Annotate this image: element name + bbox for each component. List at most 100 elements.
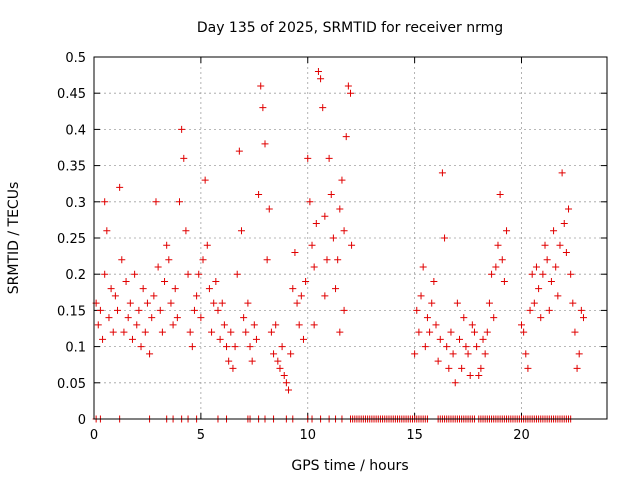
data-point — [107, 285, 115, 293]
data-point — [483, 328, 491, 336]
data-point — [340, 306, 348, 314]
data-point — [421, 343, 429, 351]
data-point — [547, 277, 555, 285]
data-point — [451, 379, 459, 387]
data-point — [319, 104, 327, 112]
data-point — [445, 364, 453, 372]
data-point — [496, 191, 504, 199]
y-tick-label: 0.2 — [65, 268, 86, 283]
data-point — [274, 357, 282, 365]
data-point — [334, 256, 342, 264]
data-point — [473, 343, 481, 351]
data-point — [464, 350, 472, 358]
data-point — [169, 321, 177, 329]
data-point — [449, 350, 457, 358]
data-point — [163, 241, 171, 249]
data-point — [171, 285, 179, 293]
data-point — [139, 285, 147, 293]
data-point — [310, 321, 318, 329]
data-point — [522, 350, 530, 358]
data-point — [184, 270, 192, 278]
data-point — [295, 321, 303, 329]
data-point — [244, 299, 252, 307]
data-point — [456, 335, 464, 343]
data-point — [242, 328, 250, 336]
x-tick-label: 20 — [513, 428, 530, 443]
data-point — [579, 314, 587, 322]
data-point — [195, 270, 203, 278]
data-point — [417, 292, 425, 300]
data-point — [520, 328, 528, 336]
data-point — [428, 299, 436, 307]
data-point — [105, 314, 113, 322]
data-point — [419, 263, 427, 271]
data-point — [188, 343, 196, 351]
data-point — [229, 364, 237, 372]
data-point — [161, 277, 169, 285]
plot-frame — [93, 56, 608, 420]
y-axis-label: SRMTID / TECUs — [6, 182, 22, 295]
data-point — [205, 285, 213, 293]
data-point — [426, 328, 434, 336]
data-point — [208, 328, 216, 336]
data-point — [550, 227, 558, 235]
data-point — [304, 154, 312, 162]
y-tick-label: 0.35 — [57, 160, 86, 175]
data-point — [554, 292, 562, 300]
data-point — [126, 299, 134, 307]
data-point — [438, 169, 446, 177]
data-point — [543, 256, 551, 264]
data-point — [453, 299, 461, 307]
data-point — [500, 277, 508, 285]
data-point — [530, 299, 538, 307]
data-point — [193, 292, 201, 300]
data-point — [468, 321, 476, 329]
data-point — [545, 306, 553, 314]
data-point — [214, 306, 222, 314]
data-point — [116, 183, 124, 191]
data-point — [272, 321, 280, 329]
data-point — [280, 372, 288, 380]
data-point — [423, 314, 431, 322]
data-point — [141, 328, 149, 336]
data-point — [325, 154, 333, 162]
data-point — [314, 67, 322, 75]
data-point — [270, 350, 278, 358]
y-tick-label: 0.05 — [57, 377, 86, 392]
data-point — [342, 133, 350, 141]
data-point — [411, 350, 419, 358]
data-point — [562, 248, 570, 256]
data-point — [178, 125, 186, 133]
data-point — [227, 328, 235, 336]
data-point — [94, 321, 102, 329]
data-point — [101, 198, 109, 206]
data-point — [336, 328, 344, 336]
data-point — [287, 350, 295, 358]
data-point — [137, 343, 145, 351]
data-point — [415, 328, 423, 336]
data-point — [278, 343, 286, 351]
data-point — [120, 328, 128, 336]
data-point — [122, 277, 130, 285]
data-point — [575, 350, 583, 358]
data-point — [327, 191, 335, 199]
data-point — [528, 270, 536, 278]
data-point — [263, 256, 271, 264]
data-point — [133, 321, 141, 329]
data-point — [567, 270, 575, 278]
data-point — [124, 314, 132, 322]
data-point — [524, 364, 532, 372]
data-point — [302, 277, 310, 285]
data-point — [488, 270, 496, 278]
data-point — [532, 263, 540, 271]
data-point — [477, 364, 485, 372]
data-point — [291, 248, 299, 256]
data-point — [237, 227, 245, 235]
data-point — [492, 263, 500, 271]
y-tick-label: 0.5 — [65, 51, 86, 66]
y-tick-label: 0.1 — [65, 341, 86, 356]
x-tick-label: 10 — [299, 428, 316, 443]
data-point — [248, 357, 256, 365]
data-point — [503, 227, 511, 235]
data-point — [128, 335, 136, 343]
